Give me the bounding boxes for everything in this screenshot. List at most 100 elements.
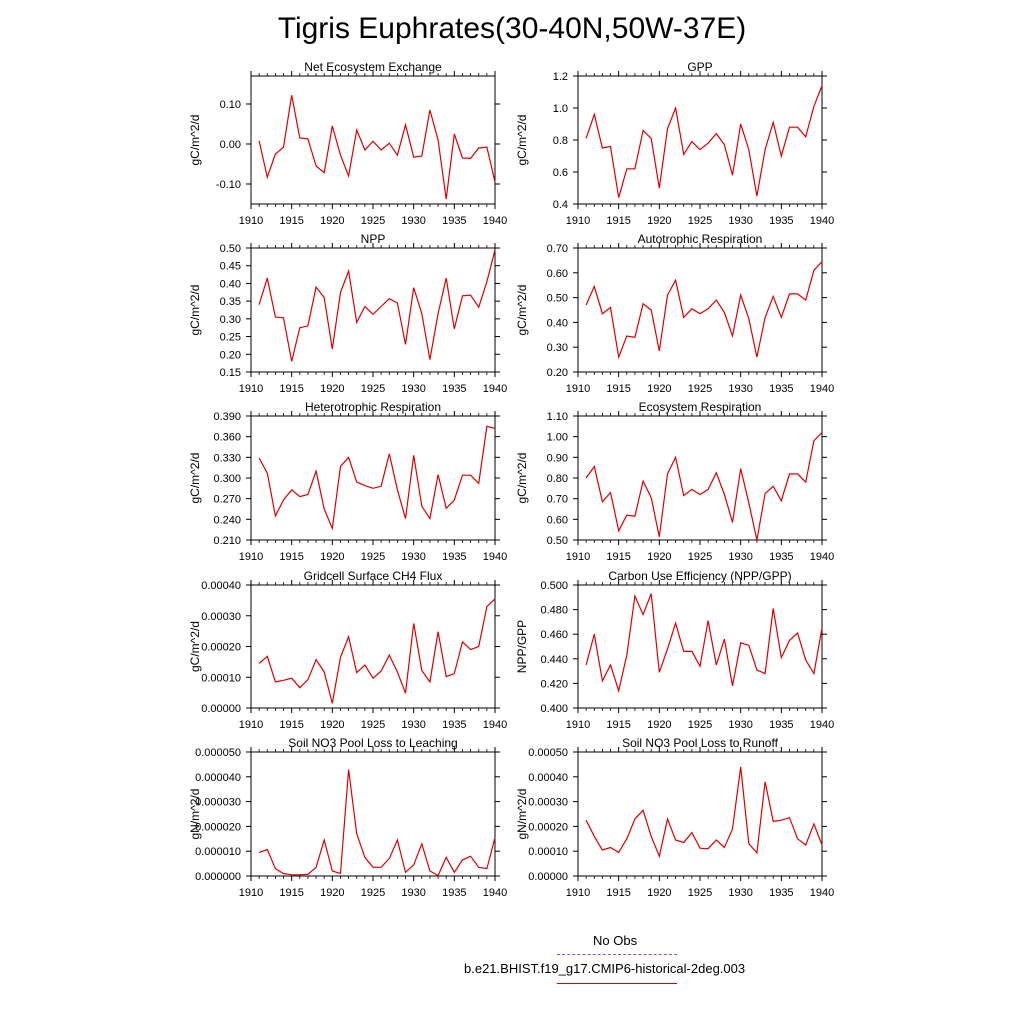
- y-axis-label: gC/m^2/d: [515, 285, 529, 336]
- panel-ecosystem-respiration: Ecosystem Respiration gC/m^2/d 1910 1915 192…: [515, 400, 834, 563]
- y-tick-label: 1.0: [553, 103, 568, 115]
- y-tick-label: 0.4: [553, 199, 568, 211]
- y-tick-label: 0.00020: [201, 642, 241, 654]
- series-line: [585, 432, 823, 541]
- y-tick-label: 0.25: [220, 332, 241, 344]
- x-tick-label: 1930: [728, 215, 752, 227]
- plot-frame: [250, 415, 496, 541]
- x-tick-label: 1920: [647, 887, 671, 899]
- y-tick-label: 0.10: [220, 99, 241, 111]
- y-axis-label: gC/m^2/d: [188, 285, 202, 336]
- x-tick-label: 1920: [647, 551, 671, 563]
- x-tick-label: 1910: [566, 551, 590, 563]
- y-axis-label: gC/m^2/d: [188, 453, 202, 504]
- y-axis-label: gC/m^2/d: [515, 115, 529, 166]
- x-tick-label: 1915: [279, 887, 303, 899]
- y-tick-label: 1.10: [547, 411, 568, 423]
- x-tick-label: 1930: [401, 719, 425, 731]
- x-tick-label: 1910: [566, 887, 590, 899]
- y-tick-label: 0.480: [540, 605, 568, 617]
- y-tick-label: 0.30: [220, 314, 241, 326]
- x-tick-label: 1910: [239, 551, 263, 563]
- y-tick-label: 0.000040: [195, 772, 241, 784]
- plot-frame: [577, 751, 823, 877]
- x-tick-label: 1930: [728, 887, 752, 899]
- x-tick-label: 1910: [239, 215, 263, 227]
- series-line: [585, 593, 823, 694]
- x-tick-label: 1925: [688, 887, 712, 899]
- y-tick-label: 0.000030: [195, 797, 241, 809]
- x-tick-label: 1925: [361, 887, 385, 899]
- x-tick-label: 1910: [566, 383, 590, 395]
- x-tick-label: 1915: [606, 551, 630, 563]
- y-tick-label: 0.50: [547, 293, 568, 305]
- plot-frame: [250, 75, 496, 205]
- panel-title: GPP: [687, 60, 712, 74]
- y-tick-label: 0.210: [213, 535, 241, 547]
- y-tick-label: -0.10: [216, 179, 241, 191]
- x-tick-label: 1915: [606, 887, 630, 899]
- y-tick-label: 0.20: [220, 349, 241, 361]
- x-tick-label: 1935: [769, 551, 793, 563]
- x-tick-label: 1925: [688, 719, 712, 731]
- y-tick-label: 0.270: [213, 494, 241, 506]
- plot-frame: [250, 751, 496, 877]
- y-tick-label: 0.70: [547, 494, 568, 506]
- x-tick-label: 1935: [769, 215, 793, 227]
- series-line: [258, 249, 496, 362]
- x-tick-label: 1940: [810, 383, 834, 395]
- x-tick-label: 1930: [401, 887, 425, 899]
- x-tick-label: 1940: [483, 215, 507, 227]
- y-axis-label: gC/m^2/d: [188, 621, 202, 672]
- x-tick-label: 1925: [688, 551, 712, 563]
- x-tick-label: 1910: [239, 719, 263, 731]
- series-line: [258, 425, 496, 531]
- panel-title: Carbon Use Efficiency (NPP/GPP): [608, 569, 791, 583]
- x-tick-label: 1925: [688, 383, 712, 395]
- y-axis-label: gN/m^2/d: [188, 789, 202, 840]
- panel-npp: NPP gC/m^2/d 1910 1915 1920 1925 1930 1935 1940 0…: [188, 232, 507, 395]
- x-tick-label: 1935: [769, 383, 793, 395]
- y-tick-label: 0.40: [220, 278, 241, 290]
- x-tick-label: 1915: [279, 215, 303, 227]
- panel-net-ecosystem-exchange: Net Ecosystem Exchange gC/m^2/d 1910 1915 19…: [188, 60, 507, 227]
- panel-title: NPP: [361, 232, 386, 246]
- y-tick-label: 0.40: [547, 317, 568, 329]
- y-tick-label: 0.00050: [528, 747, 568, 759]
- x-tick-label: 1935: [442, 551, 466, 563]
- y-tick-label: 0.240: [213, 514, 241, 526]
- panel-soil-no3-pool-loss-to-runoff: Soil NO3 Pool Loss to Runoff gN/m^2/d 1910…: [515, 736, 834, 899]
- panel-soil-no3-pool-loss-to-leaching: Soil NO3 Pool Loss to Leaching gN/m^2/d 19…: [188, 736, 507, 899]
- x-tick-label: 1930: [728, 383, 752, 395]
- y-tick-label: 0.300: [213, 473, 241, 485]
- plot-frame: [250, 584, 496, 709]
- y-tick-label: 0.390: [213, 411, 241, 423]
- x-tick-label: 1930: [728, 551, 752, 563]
- y-tick-label: 0.8: [553, 135, 568, 147]
- y-tick-label: 0.00030: [201, 611, 241, 623]
- x-tick-label: 1935: [769, 719, 793, 731]
- x-tick-label: 1940: [483, 383, 507, 395]
- y-axis-label: gN/m^2/d: [515, 789, 529, 840]
- x-tick-label: 1935: [442, 719, 466, 731]
- y-tick-label: 0.360: [213, 432, 241, 444]
- panel-autotrophic-respiration: Autotrophic Respiration gC/m^2/d 1910 1915 1…: [515, 232, 834, 395]
- y-tick-label: 0.15: [220, 367, 241, 379]
- series-line: [258, 769, 496, 877]
- y-tick-label: 0.00040: [528, 772, 568, 784]
- x-tick-label: 1935: [769, 887, 793, 899]
- plot-frame: [577, 584, 823, 709]
- x-tick-label: 1910: [239, 887, 263, 899]
- plot-frame: [577, 247, 823, 373]
- x-tick-label: 1925: [361, 215, 385, 227]
- y-tick-label: 0.30: [547, 342, 568, 354]
- x-tick-label: 1940: [810, 887, 834, 899]
- y-axis-label: gC/m^2/d: [515, 453, 529, 504]
- x-tick-label: 1920: [647, 383, 671, 395]
- x-tick-label: 1940: [483, 887, 507, 899]
- panel-title: Net Ecosystem Exchange: [304, 60, 442, 74]
- panel-title: Heterotrophic Respiration: [305, 400, 441, 414]
- y-tick-label: 0.330: [213, 452, 241, 464]
- x-tick-label: 1920: [320, 551, 344, 563]
- x-tick-label: 1925: [361, 383, 385, 395]
